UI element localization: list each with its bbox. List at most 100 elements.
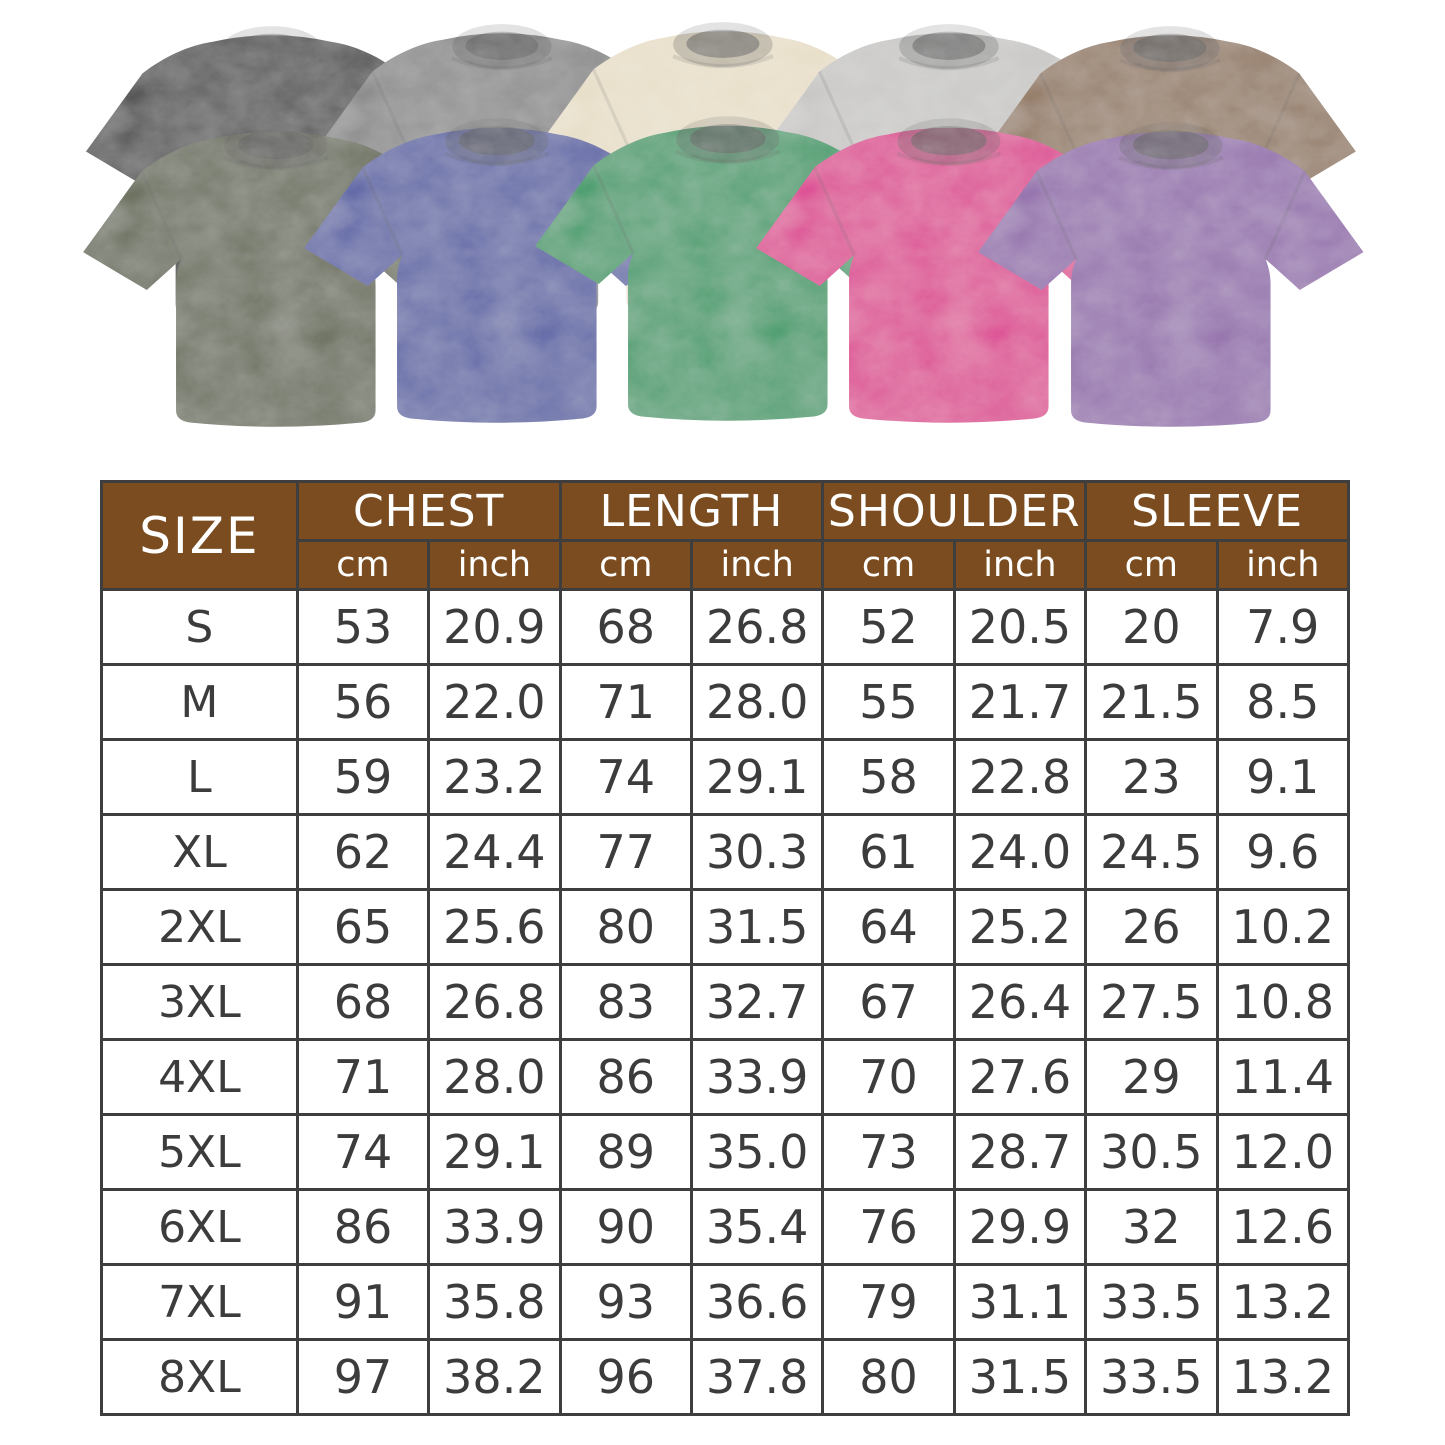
shoulder-column-header: SHOULDER (821, 480, 1088, 542)
measurement-cell: 55 (821, 663, 956, 741)
measurement-cell: 58 (821, 738, 956, 816)
measurement-cell: 68 (558, 588, 693, 666)
measurement-cell: 25.6 (427, 888, 562, 966)
measurement-cell: 74 (558, 738, 693, 816)
chest-column-header: CHEST (295, 480, 562, 542)
measurement-cell: 83 (558, 963, 693, 1041)
measurement-cell: 9.1 (1215, 738, 1351, 816)
table-row: M 56 22.0 71 28.0 55 21.7 21.5 8.5 (100, 663, 1351, 741)
measurement-cell: 70 (821, 1038, 956, 1116)
measurement-cell: 30.3 (689, 813, 825, 891)
measurement-cell: 96 (558, 1338, 693, 1416)
measurement-cell: 8.5 (1215, 663, 1351, 741)
measurement-cell: 90 (558, 1188, 693, 1266)
tshirt-front-row (83, 116, 1363, 426)
shoulder-inch-header: inch (952, 539, 1088, 591)
measurement-cell: 7.9 (1215, 588, 1351, 666)
measurement-cell: 38.2 (427, 1338, 562, 1416)
size-cell: XL (100, 813, 299, 891)
measurement-cell: 33.5 (1084, 1338, 1219, 1416)
measurement-cell: 86 (558, 1038, 693, 1116)
chest-inch-header: inch (427, 539, 562, 591)
shoulder-cm-header: cm (821, 539, 956, 591)
measurement-cell: 33.9 (427, 1188, 562, 1266)
measurement-cell: 22.8 (952, 738, 1088, 816)
size-chart-table: SIZE CHEST LENGTH SHOULDER SLEEVE cm inc… (100, 480, 1351, 1416)
tshirt-gallery-canvas (0, 0, 1445, 462)
size-cell: 3XL (100, 963, 299, 1041)
size-cell: 5XL (100, 1113, 299, 1191)
measurement-cell: 29 (1084, 1038, 1219, 1116)
measurement-cell: 27.5 (1084, 963, 1219, 1041)
measurement-cell: 24.0 (952, 813, 1088, 891)
measurement-cell: 13.2 (1215, 1338, 1351, 1416)
measurement-cell: 12.0 (1215, 1113, 1351, 1191)
measurement-cell: 32.7 (689, 963, 825, 1041)
table-row: 5XL 74 29.1 89 35.0 73 28.7 30.5 12.0 (100, 1113, 1351, 1191)
measurement-cell: 80 (821, 1338, 956, 1416)
size-table-body: S 53 20.9 68 26.8 52 20.5 20 7.9 M 56 22.0 71 28.0 55 2… (100, 588, 1351, 1416)
measurement-cell: 37.8 (689, 1338, 825, 1416)
size-cell: 7XL (100, 1263, 299, 1341)
measurement-cell: 22.0 (427, 663, 562, 741)
table-row: 4XL 71 28.0 86 33.9 70 27.6 29 11.4 (100, 1038, 1351, 1116)
measurement-cell: 21.5 (1084, 663, 1219, 741)
group-header-row: SIZE CHEST LENGTH SHOULDER SLEEVE (100, 480, 1350, 591)
size-column-header: SIZE (100, 480, 299, 591)
sleeve-column-header: SLEEVE (1084, 480, 1350, 542)
table-row: 3XL 68 26.8 83 32.7 67 26.4 27.5 10.8 (100, 963, 1351, 1041)
measurement-cell: 32 (1084, 1188, 1219, 1266)
measurement-cell: 91 (295, 1263, 431, 1341)
sleeve-inch-header: inch (1215, 539, 1351, 591)
measurement-cell: 97 (295, 1338, 431, 1416)
measurement-cell: 26.8 (427, 963, 562, 1041)
measurement-cell: 35.0 (689, 1113, 825, 1191)
measurement-cell: 26.4 (952, 963, 1088, 1041)
measurement-cell: 24.4 (427, 813, 562, 891)
measurement-cell: 28.7 (952, 1113, 1088, 1191)
measurement-cell: 30.5 (1084, 1113, 1219, 1191)
measurement-cell: 35.8 (427, 1263, 562, 1341)
measurement-cell: 53 (295, 588, 431, 666)
chest-cm-header: cm (295, 539, 431, 591)
length-cm-header: cm (558, 539, 693, 591)
measurement-cell: 26.8 (689, 588, 825, 666)
measurement-cell: 29.1 (689, 738, 825, 816)
measurement-cell: 64 (821, 888, 956, 966)
measurement-cell: 11.4 (1215, 1038, 1351, 1116)
measurement-cell: 33.9 (689, 1038, 825, 1116)
measurement-cell: 36.6 (689, 1263, 825, 1341)
measurement-cell: 26 (1084, 888, 1219, 966)
measurement-cell: 35.4 (689, 1188, 825, 1266)
measurement-cell: 62 (295, 813, 431, 891)
measurement-cell: 52 (821, 588, 956, 666)
measurement-cell: 59 (295, 738, 431, 816)
table-row: XL 62 24.4 77 30.3 61 24.0 24.5 9.6 (100, 813, 1351, 891)
measurement-cell: 28.0 (689, 663, 825, 741)
unit-header-row: cm inch cm inch cm inch cm inch (102, 539, 1351, 591)
measurement-cell: 21.7 (952, 663, 1088, 741)
measurement-cell: 20.9 (427, 588, 562, 666)
measurement-cell: 67 (821, 963, 956, 1041)
measurement-cell: 33.5 (1084, 1263, 1219, 1341)
size-cell: 2XL (100, 888, 299, 966)
measurement-cell: 31.1 (952, 1263, 1088, 1341)
measurement-cell: 31.5 (689, 888, 825, 966)
measurement-cell: 23 (1084, 738, 1219, 816)
size-cell: 6XL (100, 1188, 299, 1266)
measurement-cell: 31.5 (952, 1338, 1088, 1416)
table-row: S 53 20.9 68 26.8 52 20.5 20 7.9 (100, 588, 1351, 666)
size-cell: L (100, 738, 299, 816)
size-cell: 4XL (100, 1038, 299, 1116)
measurement-cell: 77 (558, 813, 693, 891)
table-row: 6XL 86 33.9 90 35.4 76 29.9 32 12.6 (100, 1188, 1351, 1266)
table-row: 8XL 97 38.2 96 37.8 80 31.5 33.5 13.2 (100, 1338, 1351, 1416)
size-cell: 8XL (100, 1338, 299, 1416)
measurement-cell: 12.6 (1215, 1188, 1351, 1266)
size-chart-header: SIZE CHEST LENGTH SHOULDER SLEEVE cm inc… (100, 480, 1351, 591)
measurement-cell: 89 (558, 1113, 693, 1191)
measurement-cell: 68 (295, 963, 431, 1041)
measurement-cell: 93 (558, 1263, 693, 1341)
measurement-cell: 24.5 (1084, 813, 1219, 891)
